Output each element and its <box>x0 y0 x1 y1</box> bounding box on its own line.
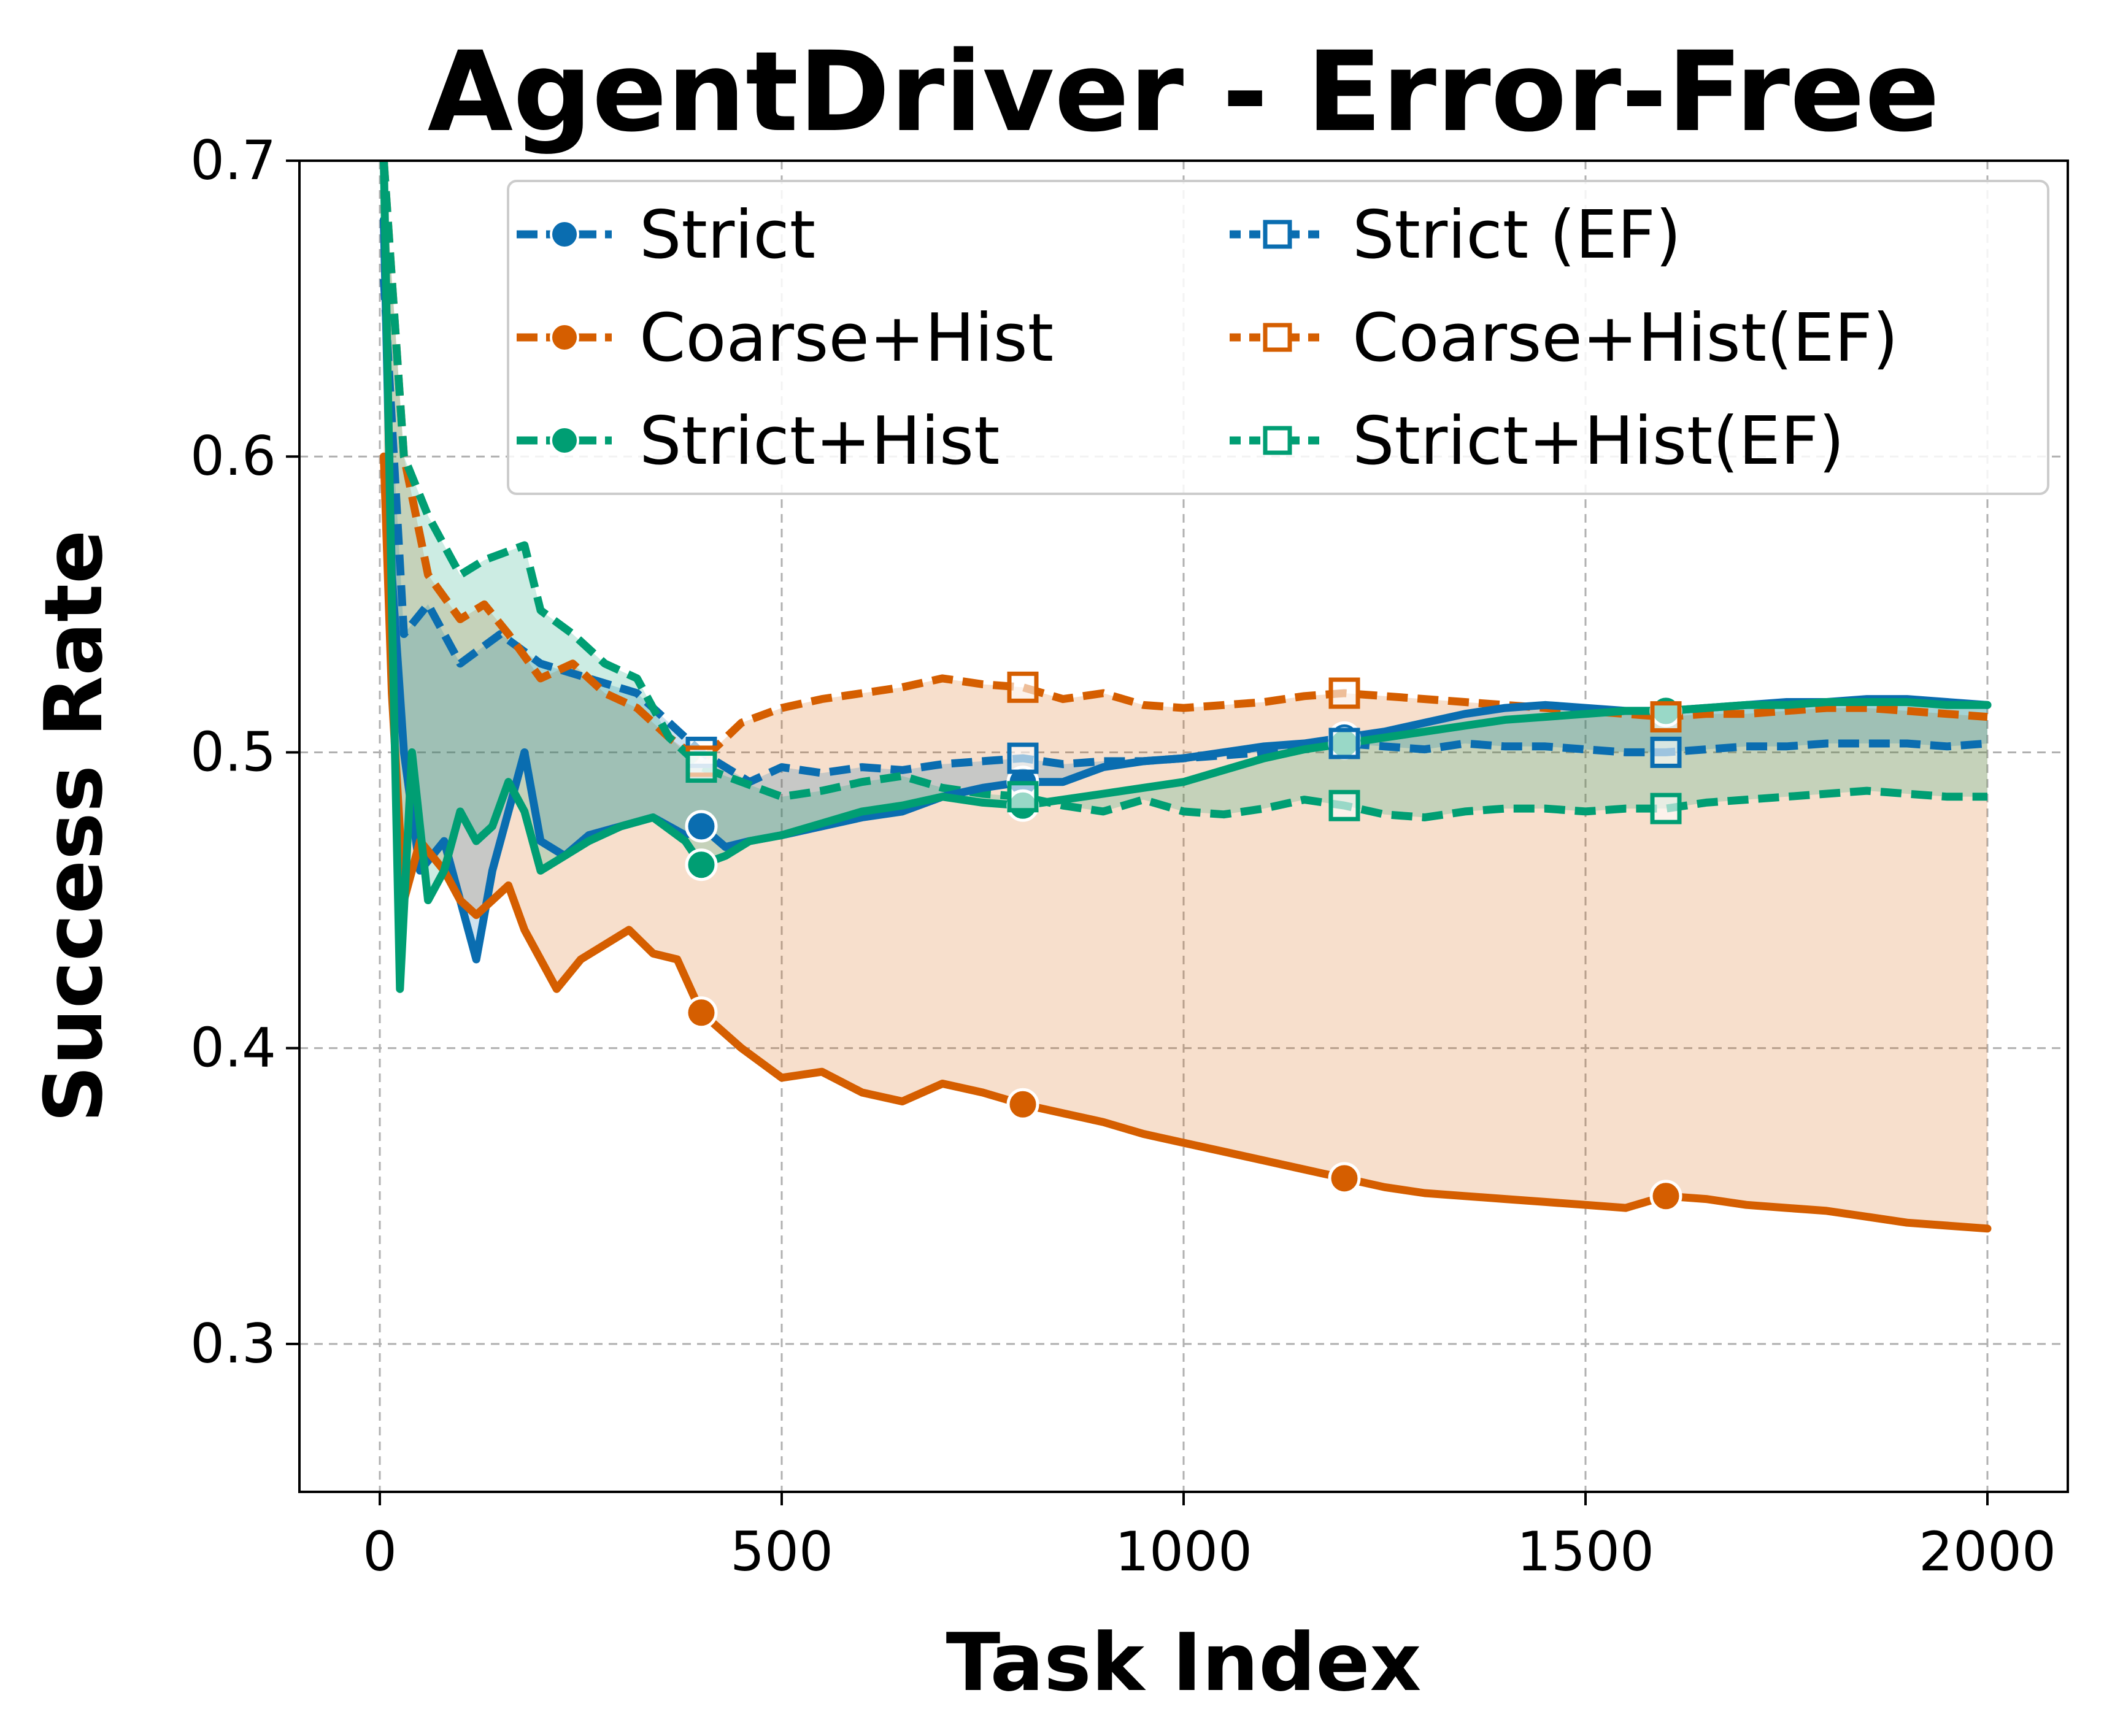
data-point-strict <box>685 810 718 843</box>
legend-label-coarse-hist: Coarse+Hist <box>639 300 1054 377</box>
y-tick-label: 0.6 <box>190 424 276 488</box>
chart-title: AgentDriver - Error-Free <box>428 28 1940 156</box>
data-point-strict-ef <box>1328 728 1360 759</box>
x-tick-label: 500 <box>730 1520 833 1583</box>
series-line-strict-hist-ef <box>380 161 1987 821</box>
x-tick-label: 1000 <box>1115 1520 1252 1583</box>
data-point-coarse-hist-ef <box>1007 671 1039 703</box>
data-point-strict-hist-ef <box>1650 793 1682 824</box>
x-tick-label: 2000 <box>1919 1520 2056 1583</box>
data-point-coarse-hist <box>1006 1088 1039 1121</box>
y-tick-label: 0.5 <box>190 720 276 783</box>
series-line-coarse-hist-ef <box>380 161 1988 766</box>
legend-marker-strict-ef <box>1263 220 1292 249</box>
legend-marker-strict-hist <box>550 426 579 455</box>
legend-marker-coarse-hist-ef <box>1263 323 1292 352</box>
legend-label-strict-hist: Strict+Hist <box>639 403 1000 480</box>
legend-item-strict-ef: Strict (EF) <box>1230 197 1681 274</box>
legend: Strict Coarse+Hist Strict+Hist Strict (EF) C… <box>507 180 2049 495</box>
legend-marker-coarse-hist <box>550 323 579 352</box>
data-point-coarse-hist-ef <box>1650 701 1682 733</box>
data-point-coarse-hist <box>1328 1162 1361 1195</box>
legend-item-coarse-hist-ef: Coarse+Hist(EF) <box>1230 300 1898 377</box>
legend-item-strict-hist-ef: Strict+Hist(EF) <box>1230 403 1844 480</box>
y-tick-label: 0.7 <box>190 129 276 192</box>
data-point-coarse-hist-ef <box>1328 677 1360 709</box>
y-tick-label: 0.3 <box>190 1312 276 1375</box>
legend-label-strict-ef: Strict (EF) <box>1352 197 1681 274</box>
data-point-strict-ef <box>1007 742 1039 774</box>
legend-marker-strict <box>550 220 579 249</box>
legend-label-strict-hist-ef: Strict+Hist(EF) <box>1352 403 1844 480</box>
legend-item-strict: Strict <box>517 197 815 274</box>
x-tick-label: 1500 <box>1517 1520 1654 1583</box>
y-axis-label: Success Rate <box>27 530 120 1123</box>
y-tick-label: 0.4 <box>190 1016 276 1080</box>
data-point-strict-hist-ef <box>1328 789 1360 821</box>
shaded-regions <box>383 161 1987 1229</box>
legend-item-coarse-hist: Coarse+Hist <box>517 300 1054 377</box>
shaded-region <box>383 220 1987 959</box>
legend-label-coarse-hist-ef: Coarse+Hist(EF) <box>1352 300 1898 377</box>
data-point-strict-hist-ef <box>685 751 717 783</box>
data-point-coarse-hist <box>685 996 718 1029</box>
data-point-strict-ef <box>1650 736 1682 768</box>
legend-item-strict-hist: Strict+Hist <box>517 403 1000 480</box>
axis-ticks: 0 500 1000 1500 2000 0.3 0.4 0.5 0.6 0.7 <box>190 129 2056 1583</box>
x-tick-label: 0 <box>363 1520 397 1583</box>
shaded-region <box>383 161 1987 1229</box>
series-markers <box>685 671 1682 1213</box>
x-axis-label: Task Index <box>946 1616 1422 1709</box>
data-point-coarse-hist <box>1649 1180 1682 1213</box>
series-line-strict-ef <box>380 278 1988 786</box>
legend-marker-strict-hist-ef <box>1263 426 1292 455</box>
legend-label-strict: Strict <box>639 197 815 274</box>
shaded-region <box>383 161 1987 989</box>
data-point-strict-hist-ef <box>1007 781 1039 813</box>
data-point-strict-hist <box>685 848 718 881</box>
